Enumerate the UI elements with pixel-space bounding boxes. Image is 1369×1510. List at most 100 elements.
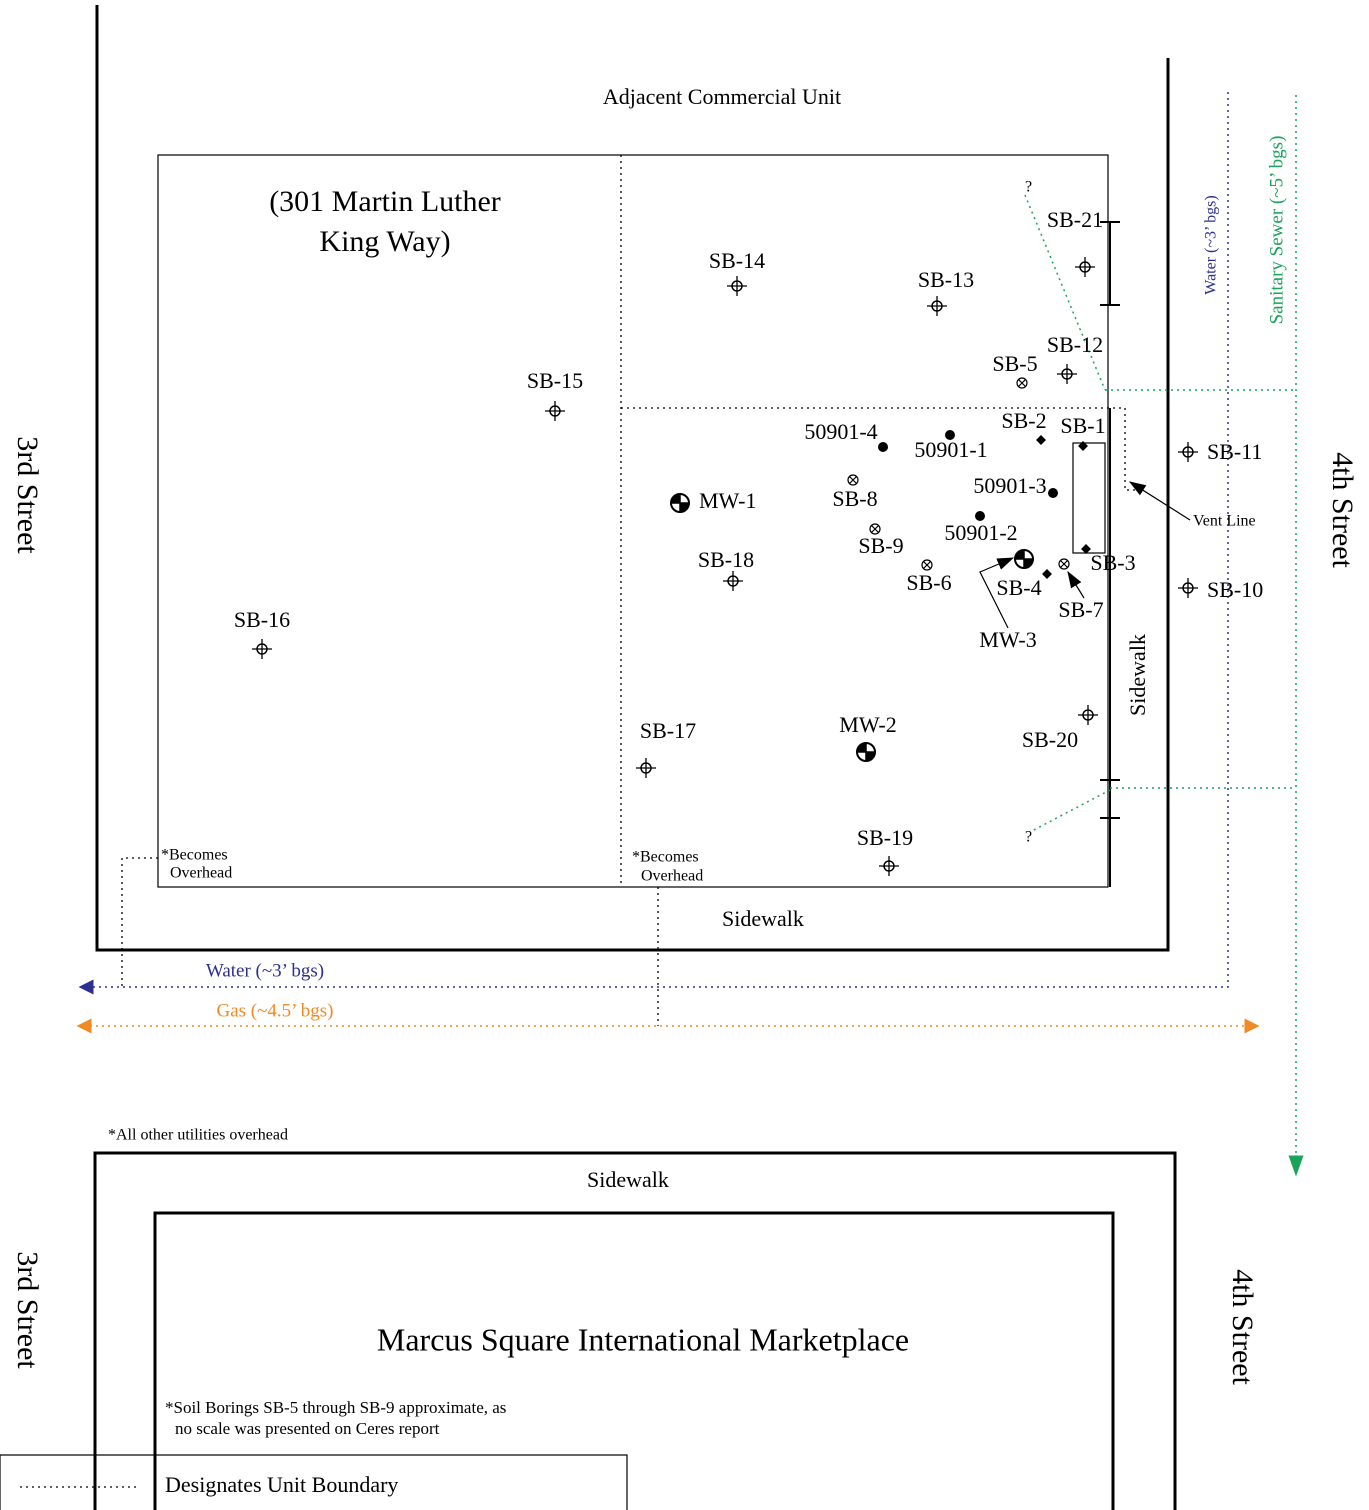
point-label: SB-4	[996, 575, 1041, 600]
street-label: 4th Street	[1226, 1269, 1259, 1385]
point-label: SB-7	[1058, 597, 1103, 622]
utility-label: Sanitary Sewer (~5’ bgs)	[1266, 136, 1287, 325]
point-symbol	[1178, 578, 1198, 598]
approx-x	[871, 525, 879, 533]
point-label: MW-1	[699, 488, 756, 513]
point-label: SB-16	[234, 607, 290, 632]
overhead-note: *All other utilities overhead	[108, 1127, 288, 1144]
point-label: SB-6	[906, 570, 951, 595]
point-symbol	[1058, 558, 1070, 570]
street-label: 4th Street	[1326, 452, 1359, 568]
dot-symbol	[975, 511, 985, 521]
utility-lines	[76, 92, 1304, 1177]
overhead-note: Overhead	[641, 868, 703, 885]
legend-label: Designates Unit Boundary	[165, 1472, 398, 1497]
point-symbol	[921, 559, 933, 571]
point-label: SB-14	[709, 248, 765, 273]
point-symbol	[945, 430, 955, 440]
boring-center	[1082, 709, 1094, 721]
boring-cross	[1178, 578, 1198, 598]
boring-cross	[723, 571, 743, 591]
point-label: SB-19	[857, 825, 913, 850]
adjacent-label: Adjacent Commercial Unit	[603, 84, 841, 109]
point-symbol	[545, 401, 565, 421]
point-symbol	[1016, 377, 1028, 389]
arrows	[979, 481, 1191, 629]
boring-center	[1182, 582, 1194, 594]
buildings	[0, 5, 1177, 1510]
point-symbol	[856, 742, 876, 762]
address: (301 Martin Luther	[269, 185, 501, 218]
point-symbol	[1075, 257, 1095, 277]
diamond-symbol	[1036, 435, 1046, 445]
point-label: SB-3	[1090, 550, 1135, 575]
boring-center	[549, 405, 561, 417]
point-label: 50901-1	[914, 437, 987, 462]
point-label: SB-10	[1207, 577, 1263, 602]
boring-cross	[1178, 442, 1198, 462]
point-label: MW-3	[979, 627, 1036, 652]
point-symbol	[1057, 364, 1077, 384]
approx-x	[1060, 560, 1068, 568]
street-label: 3rd Street	[11, 436, 44, 554]
street-label: 3rd Street	[11, 1251, 44, 1369]
unit-boundaries	[20, 155, 1138, 1488]
point-symbol	[1014, 549, 1034, 569]
address: King Way)	[319, 225, 450, 258]
boring-note: *Soil Borings SB-5 through SB-9 approxim…	[165, 1398, 506, 1417]
point-symbol	[727, 276, 747, 296]
boring-center	[640, 762, 652, 774]
vent-line-label: Vent Line	[1193, 513, 1256, 530]
boring-center	[731, 280, 743, 292]
boring-cross	[252, 639, 272, 659]
diamond-symbol	[1042, 569, 1052, 579]
point-label: SB-17	[640, 718, 696, 743]
point-label: SB-1	[1060, 413, 1105, 438]
boring-cross	[727, 276, 747, 296]
well-cross	[857, 743, 875, 761]
point-label: SB-13	[918, 267, 974, 292]
point-symbol	[878, 442, 888, 452]
utility-label: Water (~3’ bgs)	[206, 960, 324, 981]
boring-cross	[1075, 257, 1095, 277]
boring-center	[727, 575, 739, 587]
well-cross	[671, 494, 689, 512]
point-symbol	[1178, 442, 1198, 462]
boring-center	[883, 860, 895, 872]
point-label: SB-2	[1001, 408, 1046, 433]
dot-symbol	[878, 442, 888, 452]
point-label: SB-9	[858, 533, 903, 558]
boring-cross	[927, 296, 947, 316]
point-label: MW-2	[839, 712, 896, 737]
boring-center	[931, 300, 943, 312]
point-symbol	[723, 571, 743, 591]
point-symbol	[1048, 488, 1058, 498]
point-symbol	[879, 856, 899, 876]
boring-center	[1079, 261, 1091, 273]
point-symbol	[847, 474, 859, 486]
utility-label: Water (~3’ bgs)	[1203, 195, 1220, 294]
point-label: SB-21	[1047, 207, 1103, 232]
unknown-mark: ?	[1025, 179, 1032, 196]
boring-cross	[879, 856, 899, 876]
overhead-note: *Becomes	[161, 847, 228, 864]
sidewalk-label: Sidewalk	[722, 906, 804, 931]
boring-note: no scale was presented on Ceres report	[175, 1419, 440, 1438]
point-label: SB-11	[1207, 439, 1262, 464]
well-fill	[671, 494, 689, 512]
point-label: SB-12	[1047, 332, 1103, 357]
diamond-symbol	[1081, 544, 1091, 554]
point-symbol	[1078, 441, 1088, 451]
point-symbol	[927, 296, 947, 316]
well-fill	[857, 743, 875, 761]
point-symbol	[975, 511, 985, 521]
approx-x	[1018, 379, 1026, 387]
sidewalk-label: Sidewalk	[587, 1167, 669, 1192]
point-symbol	[869, 523, 881, 535]
point-label: SB-15	[527, 368, 583, 393]
point-symbol	[1042, 569, 1052, 579]
overhead-note: *Becomes	[632, 849, 699, 866]
dot-symbol	[1048, 488, 1058, 498]
dot-symbol	[945, 430, 955, 440]
